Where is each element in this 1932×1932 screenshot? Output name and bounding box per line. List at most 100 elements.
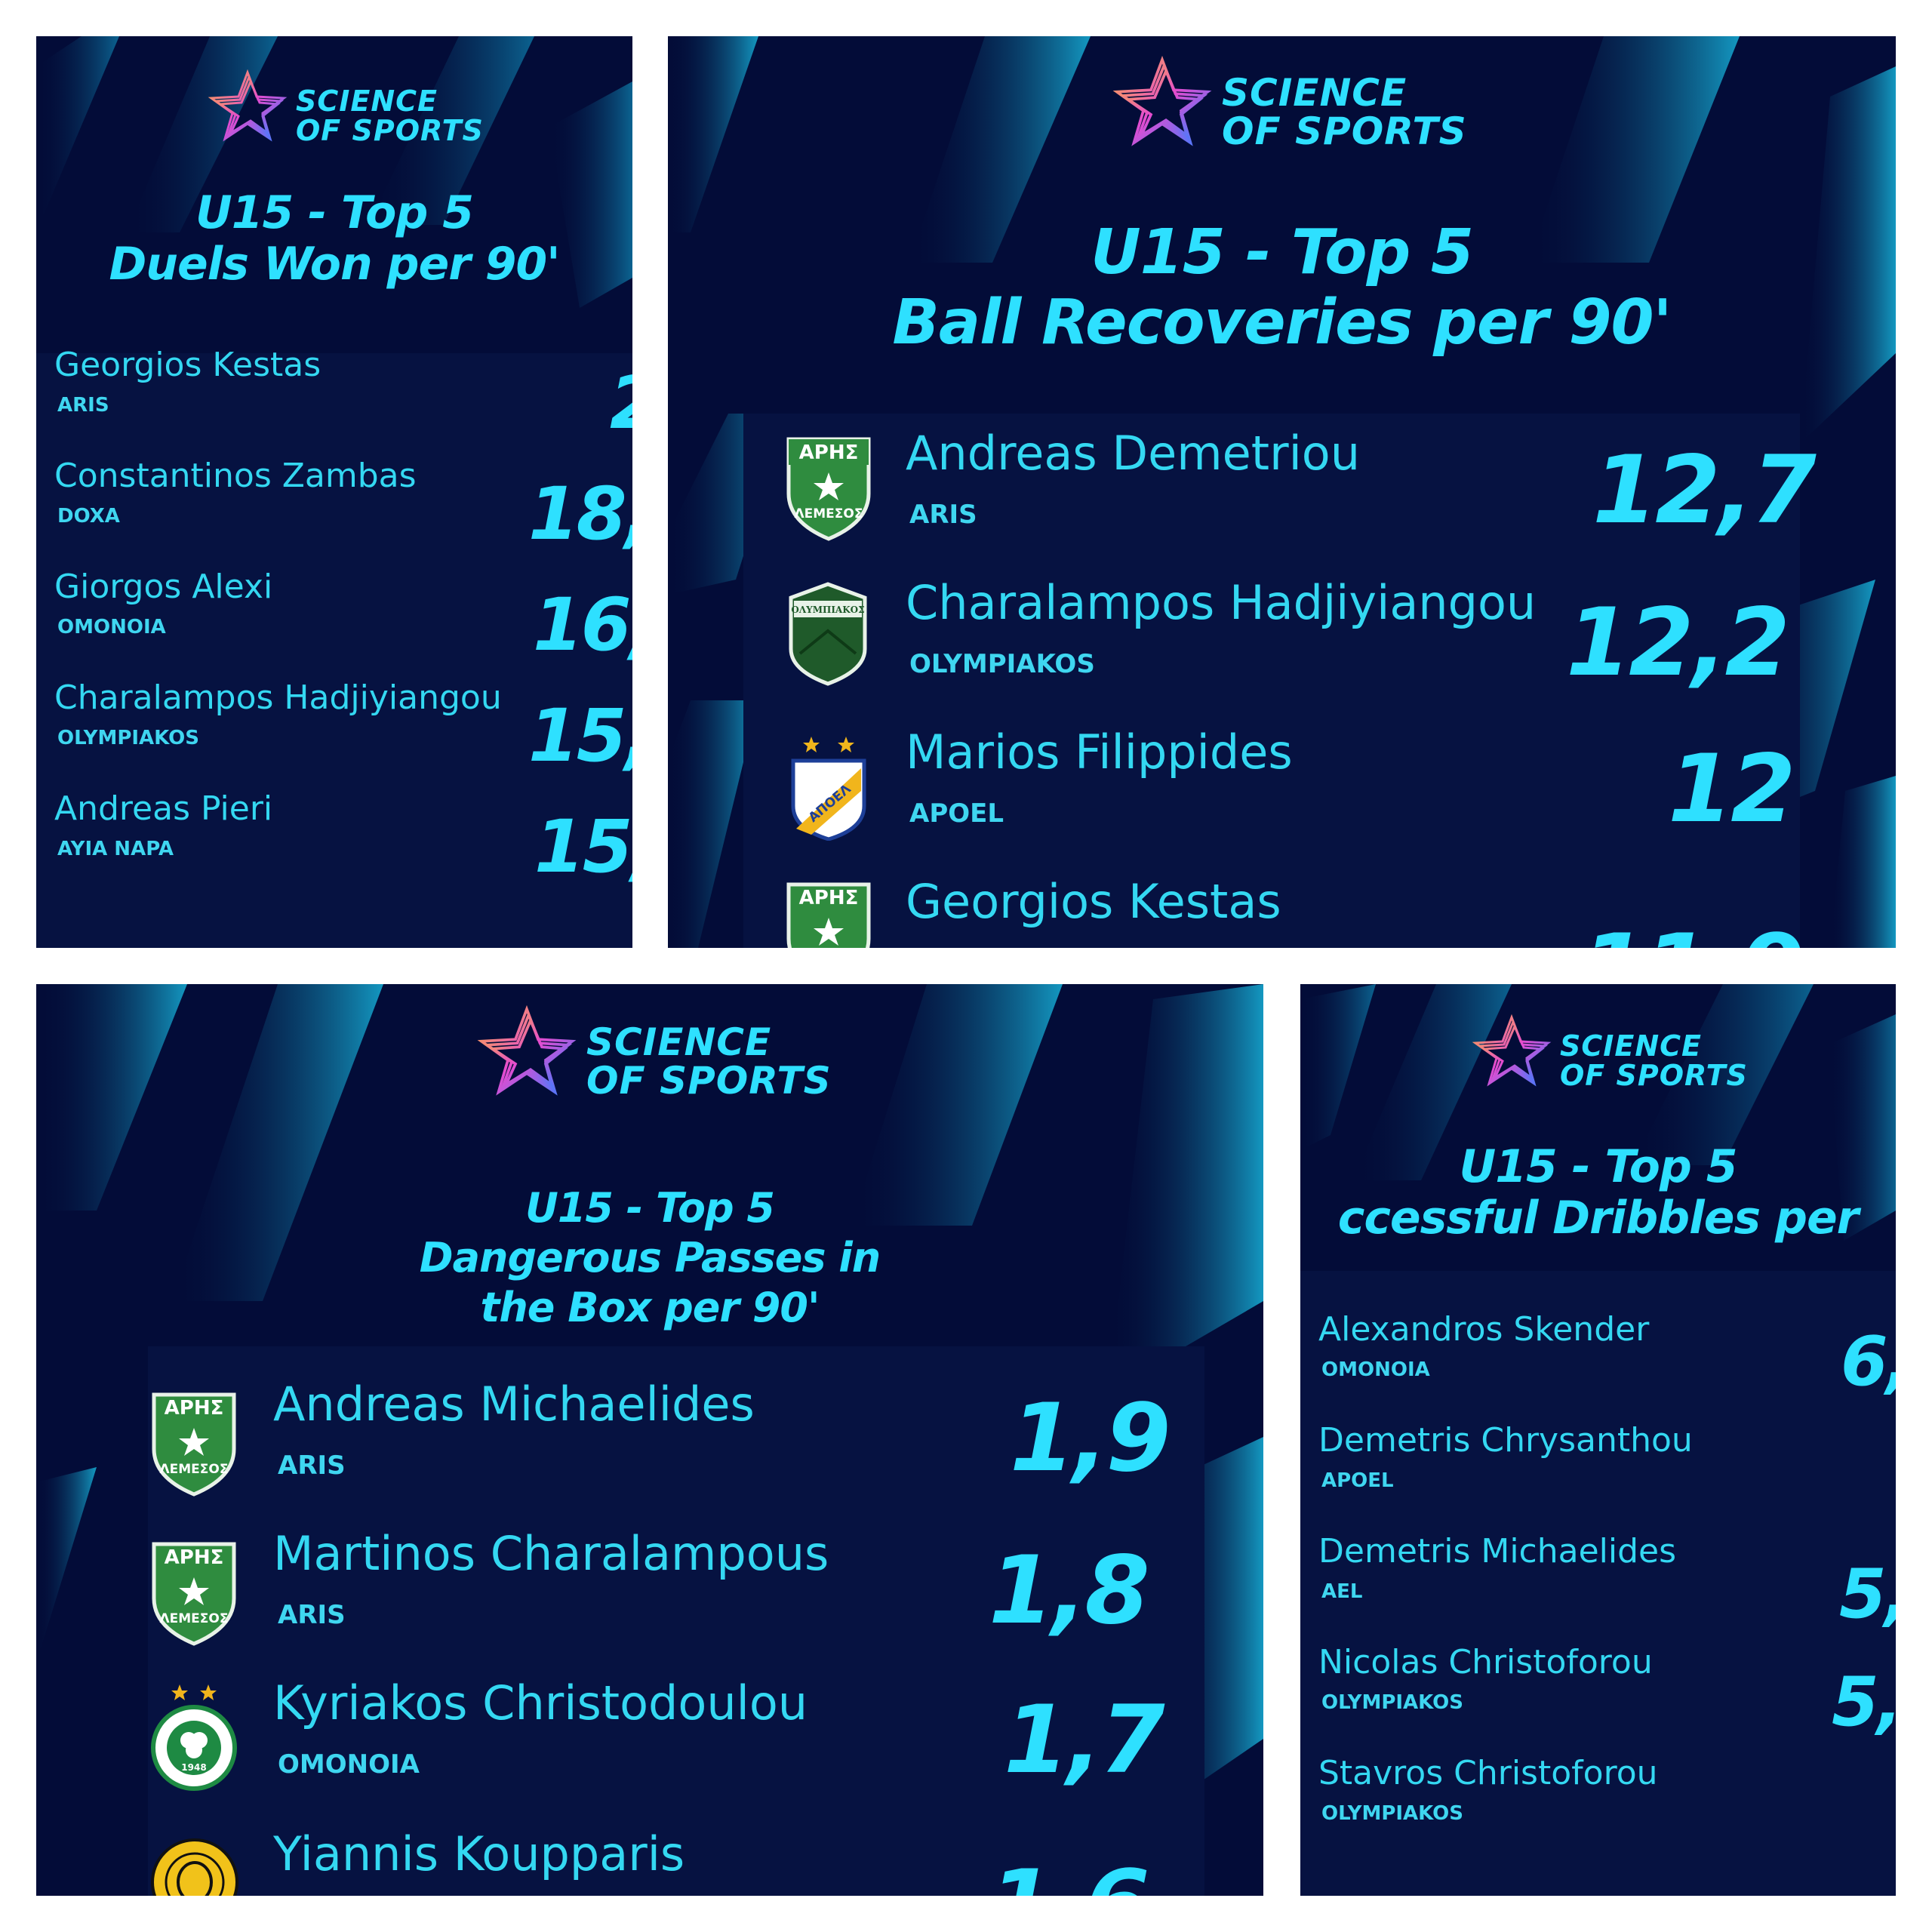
star-logo-icon xyxy=(477,1004,577,1096)
title-line2: ccessful Dribbles per xyxy=(1337,1192,1859,1244)
player-name: Alexandros Skender xyxy=(1318,1310,1650,1349)
title-line2: Ball Recoveries per 90' xyxy=(892,287,1672,359)
aris-crest-icon: ΑΡΗΣ ΛΕΜΕΣΟΣ xyxy=(152,1542,236,1646)
stat-value: 1,8 xyxy=(989,1537,1150,1645)
stat-value: 6, xyxy=(1841,1322,1896,1401)
list-item: Yiannis Koupparis 1,6 xyxy=(36,1825,1263,1896)
player-name: Nicolas Christoforou xyxy=(1318,1643,1653,1681)
title-line1: U15 - Top 5 xyxy=(1091,217,1474,288)
panel-title: U15 - Top 5 ccessful Dribbles per xyxy=(1300,1141,1896,1244)
player-name: Georgios Kestas xyxy=(54,346,321,384)
list-item: ΑΡΗΣ ΛΕΜΕΣΟΣ Georgios Kestas 11,9 xyxy=(668,869,1896,948)
list-background xyxy=(1300,1271,1896,1896)
title-line1: U15 - Top 5 xyxy=(195,186,474,239)
player-name: Stavros Christoforou xyxy=(1318,1754,1658,1792)
club-name: ARIS xyxy=(57,394,109,417)
title-line1: U15 - Top 5 xyxy=(525,1184,775,1232)
brand-line2: OF SPORTS xyxy=(586,1059,832,1103)
player-name: Georgios Kestas xyxy=(906,874,1281,929)
title-line2: Dangerous Passes in xyxy=(419,1233,881,1281)
club-name: OLYMPIAKOS xyxy=(1321,1802,1463,1825)
list-item: Andreas Pieri AYIA NAPA 15, xyxy=(36,789,632,895)
player-name: Kyriakos Christodoulou xyxy=(273,1675,808,1730)
logo: SCIENCE OF SPORTS xyxy=(202,66,484,149)
stat-value: 15, xyxy=(534,804,632,889)
player-name: Demetris Michaelides xyxy=(1318,1532,1677,1571)
brand-line2: OF SPORTS xyxy=(296,114,484,147)
club-name: OMONOIA xyxy=(57,616,166,638)
club-name: ARIS xyxy=(278,1451,346,1481)
stat-value: 12 xyxy=(1668,735,1796,844)
title-line1: U15 - Top 5 xyxy=(1459,1141,1738,1193)
star-logo-icon xyxy=(1112,55,1212,146)
logo: SCIENCE OF SPORTS xyxy=(1106,51,1467,157)
stat-value: 11,9 xyxy=(1581,915,1805,948)
brand-line1: SCIENCE xyxy=(586,1020,772,1064)
list-item: Nicolas Christoforou OLYMPIAKOS 5, xyxy=(1300,1643,1896,1749)
panel-successful-dribbles: SCIENCE OF SPORTS U15 - Top 5 ccessful D… xyxy=(1300,984,1896,1896)
player-name: Yiannis Koupparis xyxy=(273,1826,685,1881)
panel-ball-recoveries: SCIENCE OF SPORTS U15 - Top 5 Ball Recov… xyxy=(668,36,1896,948)
crest-text: ΑΡΗΣ xyxy=(799,887,859,909)
player-name: Andreas Pieri xyxy=(54,789,273,828)
panel-title: U15 - Top 5 Dangerous Passes in the Box … xyxy=(36,1183,1263,1333)
star-logo-icon xyxy=(1472,1014,1552,1087)
crest-text: ΛΕΜΕΣΟΣ xyxy=(160,1462,229,1477)
olympiakos-crest-icon: ΟΛΥΜΠΙΑΚΟΣ xyxy=(789,582,867,686)
club-name: OMONOIA xyxy=(1321,1358,1430,1381)
stat-value: 1,9 xyxy=(1010,1384,1171,1493)
brand-line1: SCIENCE xyxy=(296,85,438,118)
crest-text: ΑΡΗΣ xyxy=(799,441,859,464)
stat-value: 12,7 xyxy=(1592,436,1817,545)
title-line3: the Box per 90' xyxy=(480,1283,820,1331)
list-item: Constantinos Zambas DOXA 18, xyxy=(36,457,632,562)
player-name: Constantinos Zambas xyxy=(54,457,417,495)
aris-crest-icon: ΑΡΗΣ ΛΕΜΕΣΟΣ xyxy=(786,437,871,541)
list-item: Demetris Michaelides AEL 5, xyxy=(1300,1532,1896,1638)
panel-title: U15 - Top 5 Ball Recoveries per 90' xyxy=(668,217,1896,358)
panel-dangerous-passes: SCIENCE OF SPORTS U15 - Top 5 Dangerous … xyxy=(36,984,1263,1896)
club-name: OLYMPIAKOS xyxy=(57,727,199,749)
player-name: Martinos Charalampous xyxy=(273,1526,829,1581)
list-item: Alexandros Skender OMONOIA 6, xyxy=(1300,1310,1896,1416)
title-line2: Duels Won per 90' xyxy=(109,238,560,291)
list-background xyxy=(148,1346,1204,1896)
crest-text: 1948 xyxy=(181,1762,206,1773)
stat-value: 16, xyxy=(533,583,632,667)
player-name: Andreas Michaelides xyxy=(273,1377,755,1432)
stat-value: 1,6 xyxy=(989,1850,1150,1896)
player-name: Giorgos Alexi xyxy=(54,568,273,606)
star-logo-icon xyxy=(208,69,288,142)
brand-line1: SCIENCE xyxy=(1560,1029,1703,1063)
list-item: Stavros Christoforou OLYMPIAKOS xyxy=(1300,1754,1896,1860)
stat-value: 1,7 xyxy=(1004,1686,1165,1795)
logo: SCIENCE OF SPORTS xyxy=(1466,1011,1748,1094)
list-item: ΟΛΥΜΠΙΑΚΟΣ Charalampos Hadjiyiangou OLYM… xyxy=(668,571,1896,714)
player-name: Charalampos Hadjiyiangou xyxy=(906,575,1537,630)
list-item: Georgios Kestas ARIS 2 xyxy=(36,346,632,451)
crest-text: ΛΕΜΕΣΟΣ xyxy=(160,1611,229,1626)
background-stripes xyxy=(1300,984,1896,1241)
stat-value: 5, xyxy=(1839,1555,1896,1634)
club-name: OLYMPIAKOS xyxy=(1321,1691,1463,1714)
player-name: Charalampos Hadjiyiangou xyxy=(54,678,502,717)
apoel-crest-icon: ΑΠΟΕΛ xyxy=(791,737,866,841)
stat-value: 12,2 xyxy=(1566,589,1790,697)
club-name: ARIS xyxy=(278,1600,346,1630)
player-name: Demetris Chrysanthou xyxy=(1318,1421,1693,1460)
list-item: ΑΠΟΕΛ Marios Filippides APOEL 12 xyxy=(668,720,1896,863)
club-name: ARIS xyxy=(909,500,977,530)
panel-title: U15 - Top 5 Duels Won per 90' xyxy=(36,187,632,291)
list-background xyxy=(36,353,632,948)
crest-text: ΟΛΥΜΠΙΑΚΟΣ xyxy=(791,605,864,615)
crest-text: ΑΡΗΣ xyxy=(165,1397,224,1420)
club-name: OLYMPIAKOS xyxy=(909,649,1095,679)
crest-text: ΛΕΜΕΣΟΣ xyxy=(795,506,863,521)
omonoia-crest-icon: 1948 xyxy=(151,1684,237,1791)
list-item: 1948 Kyriakos Christodoulou OMONOIA 1,7 xyxy=(36,1675,1263,1819)
list-background xyxy=(743,414,1800,948)
stat-value: 15, xyxy=(528,694,632,778)
brand-line2: OF SPORTS xyxy=(1222,109,1467,153)
club-name: AYIA NAPA xyxy=(57,838,174,860)
club-name: AEL xyxy=(1321,1580,1363,1603)
